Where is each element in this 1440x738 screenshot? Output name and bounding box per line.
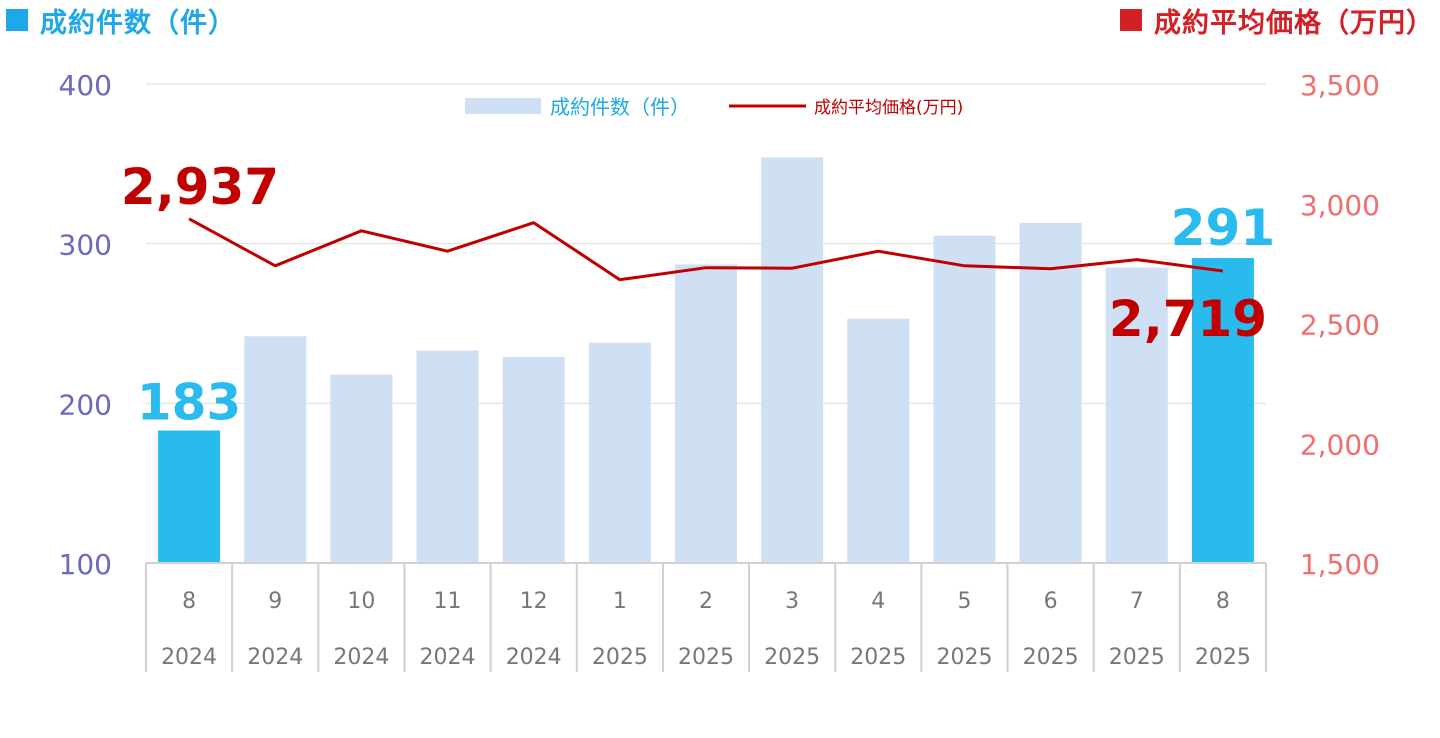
year-label: 2025 [1195, 645, 1251, 670]
bar [847, 318, 910, 563]
year-label: 2025 [764, 645, 820, 670]
month-label: 11 [434, 589, 462, 614]
year-label: 2025 [850, 645, 906, 670]
right-tick-label: 2,500 [1300, 309, 1380, 342]
right-tick-label: 3,000 [1300, 189, 1380, 222]
year-label: 2024 [506, 645, 562, 670]
bar [675, 264, 737, 563]
bar [244, 336, 307, 563]
left-tick-label: 300 [59, 229, 112, 262]
year-label: 2024 [161, 645, 217, 670]
year-label: 2025 [678, 645, 734, 670]
month-label: 1 [613, 589, 627, 614]
left-axis-header: 成約件数（件） [6, 0, 236, 40]
month-label: 9 [268, 589, 282, 614]
left-axis-title: 成約件数（件） [40, 7, 236, 39]
price-line [188, 217, 1224, 282]
bar [158, 430, 221, 563]
year-label: 2024 [420, 645, 476, 670]
right-tick-label: 2,000 [1300, 428, 1380, 461]
last-count-label: 291 [1171, 199, 1275, 257]
month-label: 7 [1130, 589, 1144, 614]
month-label: 2 [699, 589, 713, 614]
month-label: 12 [520, 589, 548, 614]
month-label: 3 [785, 589, 799, 614]
month-label: 8 [1216, 589, 1230, 614]
first-price-label: 2,937 [121, 158, 279, 216]
bar [1019, 222, 1082, 563]
last-price-label: 2,719 [1109, 290, 1267, 348]
left-tick-label: 200 [59, 388, 112, 421]
bar [761, 157, 824, 564]
bar [1191, 258, 1254, 563]
month-label: 8 [182, 589, 196, 614]
year-label: 2025 [936, 645, 992, 670]
price-square-icon [1120, 9, 1142, 31]
year-label: 2024 [247, 645, 303, 670]
year-label: 2025 [592, 645, 648, 670]
right-tick-label: 3,500 [1300, 69, 1380, 102]
bar [502, 357, 565, 563]
legend-line-label: 成約平均価格(万円) [814, 98, 963, 118]
month-label: 4 [871, 589, 885, 614]
bar [416, 350, 479, 563]
count-square-icon [6, 9, 28, 31]
year-label: 2024 [333, 645, 389, 670]
legend-bar-label: 成約件数（件） [550, 95, 690, 119]
left-tick-label: 400 [59, 69, 112, 102]
month-label: 10 [347, 589, 375, 614]
right-axis-title: 成約平均価格（万円） [1154, 7, 1434, 39]
left-tick-label: 100 [59, 548, 112, 581]
month-label: 5 [957, 589, 971, 614]
bar [588, 342, 651, 563]
year-label: 2025 [1109, 645, 1165, 670]
right-tick-label: 1,500 [1300, 548, 1380, 581]
right-axis-header: 成約平均価格（万円） [1120, 0, 1434, 40]
year-label: 2025 [1023, 645, 1079, 670]
first-count-label: 183 [137, 373, 241, 431]
bar [330, 374, 393, 563]
bar [1105, 267, 1168, 563]
bar [933, 235, 996, 563]
month-label: 6 [1044, 589, 1058, 614]
legend-bar-swatch [465, 98, 541, 114]
